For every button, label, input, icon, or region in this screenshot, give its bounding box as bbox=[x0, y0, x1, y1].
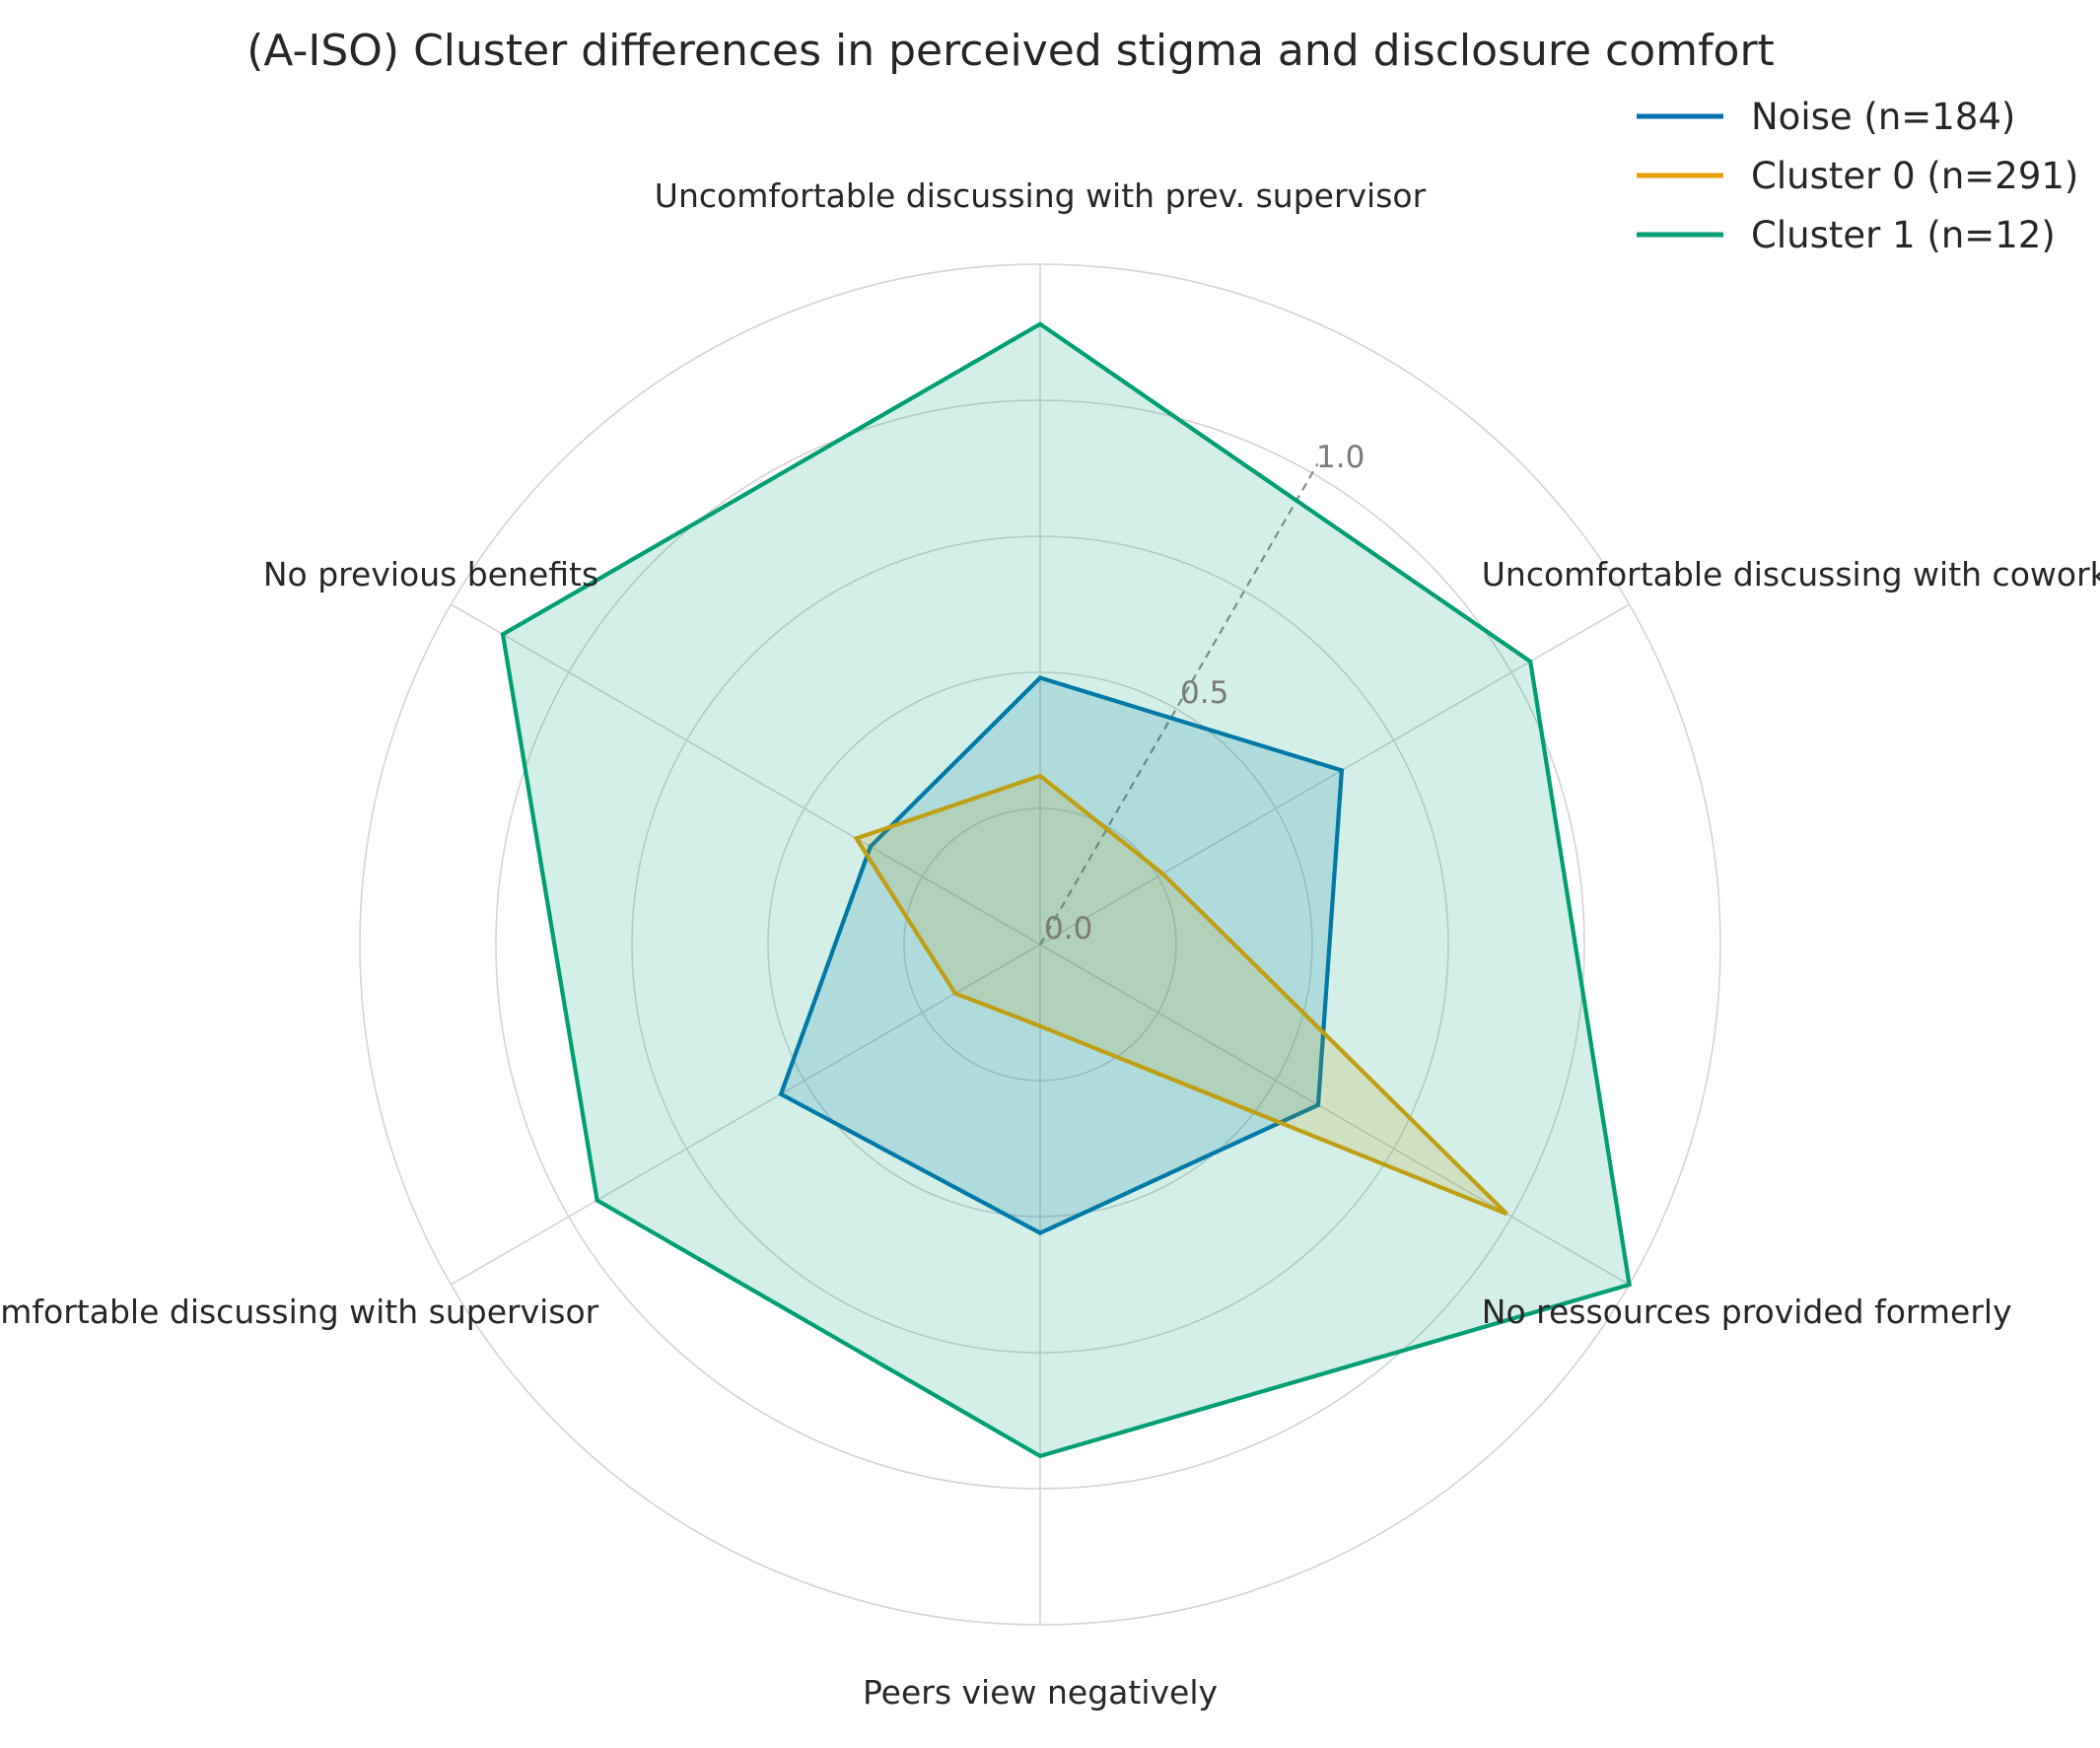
legend-label: Cluster 1 (n=12) bbox=[1751, 214, 2056, 256]
axis-labels: 0.0 0.5 1.0 Uncomfortable discussing with p… bbox=[0, 176, 2100, 1712]
series-area-1 bbox=[856, 775, 1507, 1215]
radial-tick-label: 0.5 bbox=[1180, 675, 1228, 711]
axis-label: No ressources provided formerly bbox=[1482, 1293, 2012, 1331]
series-line-2 bbox=[500, 321, 1632, 1459]
grid-spoke bbox=[451, 603, 1041, 945]
axis-label: Peers view negatively bbox=[863, 1673, 1218, 1712]
series-area-2 bbox=[503, 323, 1630, 1456]
series-line-0 bbox=[778, 675, 1345, 1235]
axis-label: Uncomfortable discussing with coworkers bbox=[1482, 555, 2100, 594]
series-line-1 bbox=[853, 773, 1508, 1217]
grid-spoke bbox=[1039, 944, 1630, 1286]
legend-label: Cluster 0 (n=291) bbox=[1751, 155, 2078, 197]
legend-label: Noise (n=184) bbox=[1751, 96, 2015, 138]
legend: Noise (n=184) Cluster 0 (n=291) Cluster 1 … bbox=[1637, 96, 2078, 256]
axis-label: No previous benefits bbox=[263, 555, 598, 594]
radial-tick-label: 0.0 bbox=[1044, 911, 1092, 946]
grid-spoke bbox=[451, 944, 1041, 1286]
radial-tick-axis bbox=[1039, 462, 1319, 945]
series-layer bbox=[500, 321, 1632, 1459]
axis-label: Uncomfortable discussing with supervisor bbox=[0, 1293, 599, 1331]
axis-label: Uncomfortable discussing with prev. supe… bbox=[655, 176, 1427, 215]
radial-tick-label: 1.0 bbox=[1316, 440, 1365, 475]
polar-grid bbox=[359, 263, 1721, 1626]
chart-title: (A-ISO) Cluster differences in perceived… bbox=[246, 26, 1775, 76]
